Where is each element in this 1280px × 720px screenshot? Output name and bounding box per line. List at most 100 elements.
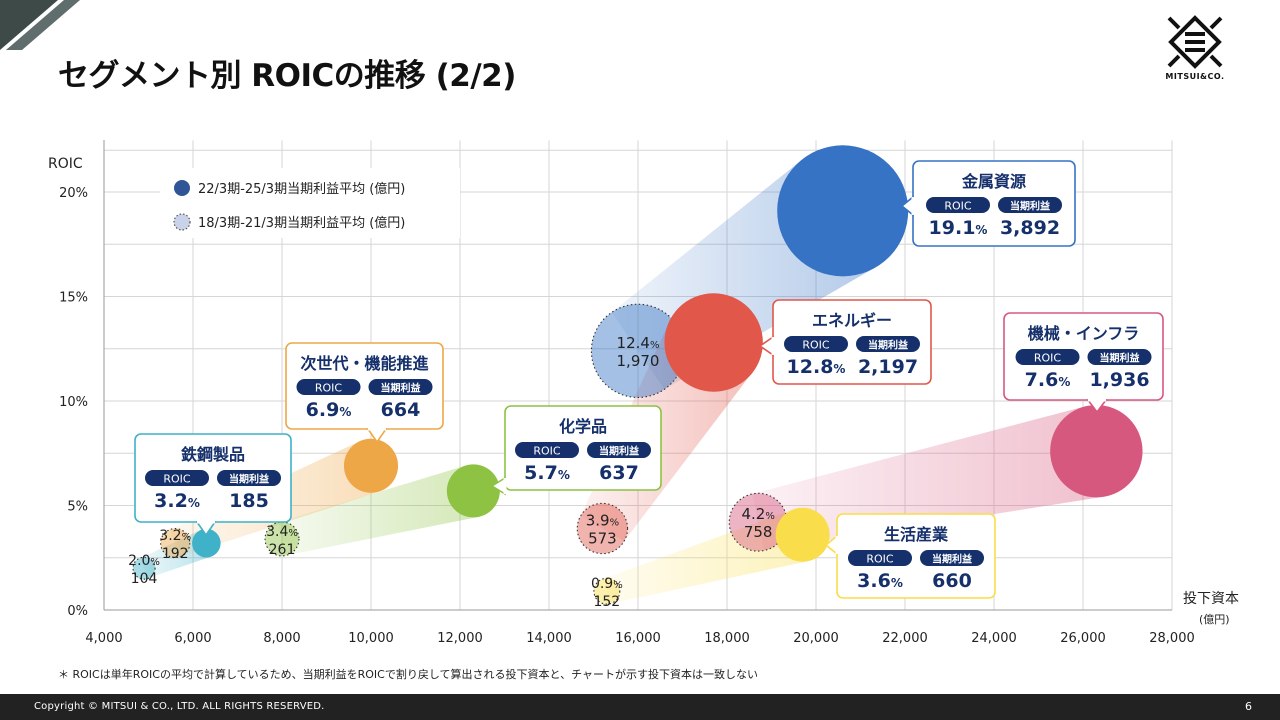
- callout-roic-value: 12.8%: [787, 356, 846, 378]
- callout-roic-value: 7.6%: [1025, 369, 1071, 391]
- roic-bubble-chart: 4,000 6,000 8,000 10,000 12,000 14,000 16,000 1…: [48, 140, 1239, 646]
- previous-bubble: [264, 521, 300, 557]
- callout-frame: [285, 342, 444, 430]
- profit-badge-label: 当期利益: [381, 382, 421, 395]
- roic-badge-label: ROIC: [802, 339, 830, 352]
- callout-roic-value: 3.6%: [857, 570, 903, 592]
- y-tick-label: 20%: [59, 186, 88, 201]
- roic-badge: [296, 379, 361, 395]
- mitsui-logo: MITSUI&CO.: [1160, 14, 1230, 94]
- current-bubble: [1050, 404, 1143, 498]
- callout-roic-value: 6.9%: [306, 399, 352, 421]
- profit-badge: [587, 442, 651, 458]
- previous-bubble: [160, 528, 191, 559]
- x-axis-unit: (億円): [1199, 613, 1230, 626]
- current-bubble: [775, 507, 830, 562]
- profit-badge: [217, 470, 281, 486]
- callout-title: エネルギー: [812, 311, 892, 330]
- callout-boxes: 鉄鋼製品 ROIC 当期利益 3.2% 185 次世代・機能推進 ROIC 当期利益 6.9% 6…: [134, 160, 1164, 599]
- trail-2: [277, 465, 480, 556]
- callout-frame: [1003, 312, 1164, 401]
- callout-profit-value: 3,892: [1000, 217, 1060, 239]
- roic-badge: [784, 336, 848, 352]
- current-bubble: [343, 438, 399, 493]
- callout-frame: [504, 405, 662, 491]
- x-tick-label: 24,000: [971, 631, 1017, 646]
- legend-label: 18/3期-21/3期当期利益平均 (億円): [198, 215, 405, 231]
- roic-badge-label: ROIC: [315, 382, 343, 395]
- x-tick-label: 6,000: [174, 631, 211, 646]
- callout-title: 化学品: [559, 417, 607, 436]
- copyright-text: Copyright © MITSUI & CO., LTD. ALL RIGHT…: [34, 701, 325, 712]
- y-tick-label: 5%: [67, 500, 88, 515]
- callout-profit-value: 185: [229, 490, 269, 512]
- x-tick-label: 26,000: [1060, 631, 1106, 646]
- current-bubble: [446, 464, 500, 518]
- page-title: セグメント別 ROICの推移 (2/2): [58, 58, 516, 94]
- callout-roic-value: 5.7%: [524, 462, 570, 484]
- x-tick-label: 22,000: [882, 631, 928, 646]
- corner-decoration: [0, 0, 80, 50]
- callout-title: 鉄鋼製品: [181, 445, 245, 464]
- footnote: ＊ ROICは単年ROICの平均で計算しているため、当期利益をROICで割り戻し…: [58, 668, 758, 681]
- chart-legend: 22/3期-25/3期当期利益平均 (億円) 18/3期-21/3期当期利益平均 …: [160, 168, 460, 238]
- current-bubbles: [192, 145, 1143, 562]
- current-bubble: [192, 528, 221, 558]
- callout-box: 機械・インフラ ROIC 当期利益 7.6% 1,936: [1003, 312, 1164, 414]
- profit-badge: [1087, 349, 1152, 365]
- previous-profit-label: 104: [131, 571, 158, 587]
- profit-badge: [856, 336, 920, 352]
- previous-bubble: [576, 502, 629, 555]
- roic-badge: [848, 550, 912, 566]
- y-tick-label: 10%: [59, 395, 88, 410]
- previous-roic-label: 12.4%: [617, 334, 660, 352]
- roic-badge-label: ROIC: [163, 473, 191, 486]
- roic-badge: [1015, 349, 1080, 365]
- callout-box: 金属資源 ROIC 当期利益 19.1% 3,892: [900, 160, 1076, 247]
- profit-badge: [998, 197, 1062, 213]
- roic-badge: [145, 470, 209, 486]
- trail-6: [603, 508, 811, 604]
- callout-box: 化学品 ROIC 当期利益 5.7% 637: [490, 405, 662, 496]
- callout-box: エネルギー ROIC 当期利益 12.8% 2,197: [758, 299, 932, 385]
- profit-badge-label: 当期利益: [229, 473, 269, 486]
- previous-profit-label: 573: [588, 529, 617, 547]
- previous-profit-label: 152: [593, 594, 620, 610]
- x-tick-label: 4,000: [85, 631, 122, 646]
- roic-badge: [515, 442, 579, 458]
- x-tick-label: 10,000: [348, 631, 394, 646]
- profit-badge-label: 当期利益: [1100, 352, 1140, 365]
- legend-label: 22/3期-25/3期当期利益平均 (億円): [198, 181, 405, 197]
- profit-badge-label: 当期利益: [1010, 200, 1050, 213]
- previous-roic-label: 3.4%: [266, 524, 298, 540]
- legend-background: [160, 168, 460, 238]
- callout-profit-value: 660: [932, 570, 972, 592]
- callout-box: 生活産業 ROIC 当期利益 3.6% 660: [824, 513, 996, 599]
- logo-text: MITSUI&CO.: [1165, 72, 1225, 81]
- previous-profit-label: 1,970: [617, 352, 660, 370]
- current-bubble: [777, 145, 909, 277]
- callout-title: 生活産業: [884, 525, 949, 544]
- callout-roic-value: 3.2%: [154, 490, 200, 512]
- previous-profit-label: 192: [162, 546, 189, 562]
- y-tick-label: 15%: [59, 291, 88, 306]
- callout-title: 次世代・機能推進: [300, 354, 428, 373]
- mitsui-logo-icon: [1167, 15, 1223, 69]
- previous-profit-label: 758: [744, 523, 773, 541]
- y-axis-label: ROIC: [48, 156, 83, 172]
- x-tick-label: 20,000: [793, 631, 839, 646]
- current-bubble: [664, 293, 763, 392]
- callout-title: 金属資源: [961, 172, 1026, 191]
- previous-bubble: [132, 556, 156, 580]
- callout-profit-value: 1,936: [1089, 369, 1149, 391]
- callout-title: 機械・インフラ: [1028, 324, 1140, 343]
- callout-frame: [836, 513, 996, 599]
- roic-badge-label: ROIC: [944, 200, 972, 213]
- previous-roic-label: 0.9%: [591, 576, 623, 592]
- legend-marker-previous: [173, 213, 191, 231]
- previous-profit-label: 261: [269, 542, 296, 558]
- profit-badge: [920, 550, 984, 566]
- roic-badge: [926, 197, 990, 213]
- x-axis-label: 投下資本: [1183, 591, 1239, 607]
- previous-bubbles: 2.0%1043.2%1923.4%26112.4%1,9703.9%5734.…: [128, 303, 788, 610]
